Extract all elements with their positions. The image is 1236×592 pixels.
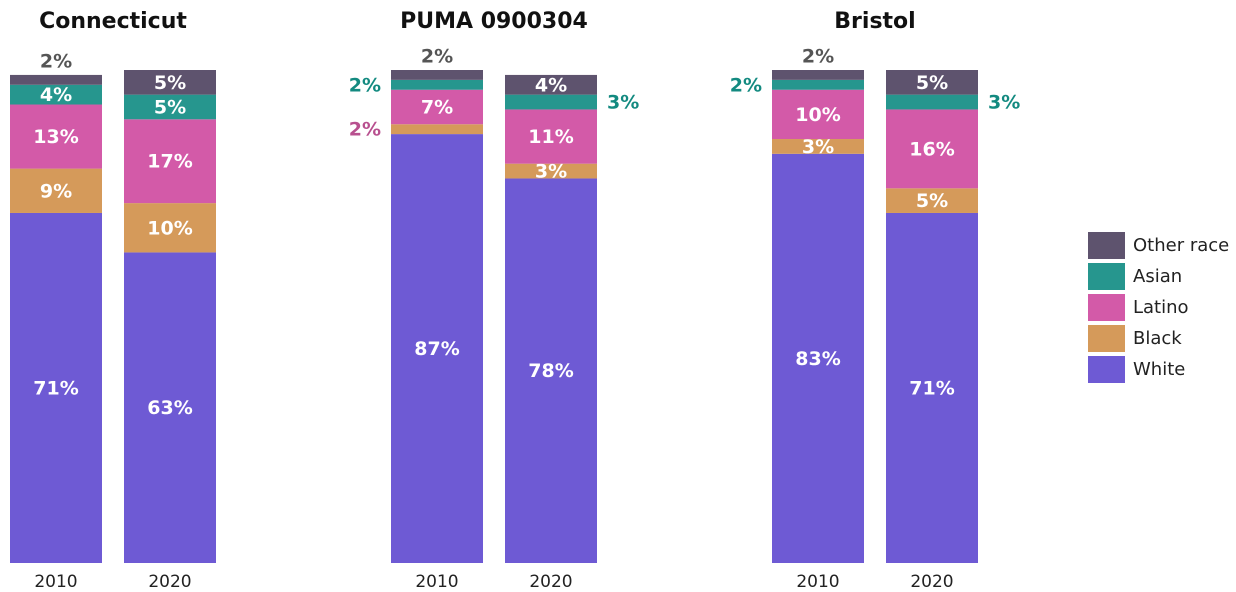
legend-swatch — [1088, 294, 1125, 321]
bar-segment: Black — [124, 203, 216, 253]
legend-swatch — [1088, 263, 1125, 290]
value-label: 3% — [988, 92, 1020, 114]
value-label: 71% — [909, 377, 954, 399]
value-label: 71% — [33, 377, 78, 399]
bar-segment: Latino — [505, 109, 597, 164]
value-label: 3% — [607, 92, 639, 114]
value-label: 7% — [421, 96, 453, 118]
value-label: 10% — [147, 217, 192, 239]
value-label: 4% — [40, 84, 72, 106]
value-label: 63% — [147, 397, 192, 419]
legend-label: White — [1133, 359, 1185, 380]
legend-swatch — [1088, 356, 1125, 383]
x-tick-label: 2020 — [529, 572, 572, 592]
bar-segment: Black — [10, 168, 102, 213]
value-label: 2% — [802, 46, 834, 68]
bar-segment: Asian — [505, 94, 597, 110]
bar-segment: Other race — [10, 74, 102, 85]
bar-segment: Other race — [505, 74, 597, 95]
x-tick-label: 2020 — [910, 572, 953, 592]
legend-swatch — [1088, 232, 1125, 259]
value-label: 5% — [154, 72, 186, 94]
value-label: 17% — [147, 151, 192, 173]
chart-title: Bristol — [834, 9, 915, 34]
bar-segment: Asian — [772, 79, 864, 90]
value-label: 2% — [349, 74, 381, 96]
value-label: 87% — [414, 338, 459, 360]
bar-segment: White — [391, 134, 483, 563]
legend-label: Latino — [1133, 297, 1189, 318]
legend-label: Other race — [1133, 235, 1229, 256]
chart-title: Connecticut — [39, 9, 187, 34]
x-tick-label: 2010 — [34, 572, 77, 592]
bar-segment: White — [505, 178, 597, 563]
bar-segment: Asian — [10, 84, 102, 105]
value-label: 2% — [349, 119, 381, 141]
value-label: 2% — [730, 74, 762, 96]
bar-segment: Other race — [391, 70, 483, 80]
bar-segment: Other race — [124, 70, 216, 95]
bar-segment: Latino — [124, 119, 216, 204]
bar-segment: White — [772, 153, 864, 563]
value-label: 4% — [535, 74, 567, 96]
legend-swatch — [1088, 325, 1125, 352]
bar-segment: Asian — [124, 94, 216, 120]
bar-segment: Black — [505, 163, 597, 179]
bar-segment: Latino — [391, 89, 483, 125]
legend-label: Asian — [1133, 266, 1182, 287]
bar-segment: White — [886, 212, 978, 563]
value-label: 2% — [40, 50, 72, 72]
value-label: 5% — [916, 190, 948, 212]
chart-title: PUMA 0900304 — [400, 9, 588, 34]
value-label: 78% — [528, 360, 573, 382]
bar-segment: Other race — [772, 70, 864, 80]
bar-segment: Latino — [772, 89, 864, 140]
legend-label: Black — [1133, 328, 1182, 349]
value-label: 3% — [802, 136, 834, 158]
value-label: 9% — [40, 180, 72, 202]
bar-segment: White — [124, 252, 216, 563]
value-label: 5% — [154, 96, 186, 118]
bar-segment: Black — [772, 139, 864, 154]
value-label: 3% — [535, 161, 567, 183]
bar-segment: Asian — [391, 79, 483, 90]
value-label: 11% — [528, 126, 573, 148]
bar-segment: White — [10, 212, 102, 563]
bar-segment: Asian — [886, 94, 978, 110]
bar-segment: Latino — [886, 109, 978, 189]
bar-segment: Black — [886, 188, 978, 213]
x-tick-label: 2020 — [148, 572, 191, 592]
x-tick-label: 2010 — [796, 572, 839, 592]
value-label: 10% — [795, 104, 840, 126]
bar-segment: Latino — [10, 104, 102, 169]
bar-segment: Other race — [886, 70, 978, 95]
value-label: 16% — [909, 138, 954, 160]
x-tick-label: 2010 — [415, 572, 458, 592]
value-label: 5% — [916, 72, 948, 94]
bar-segment: Black — [391, 124, 483, 135]
value-label: 13% — [33, 126, 78, 148]
value-label: 2% — [421, 46, 453, 68]
value-label: 83% — [795, 348, 840, 370]
